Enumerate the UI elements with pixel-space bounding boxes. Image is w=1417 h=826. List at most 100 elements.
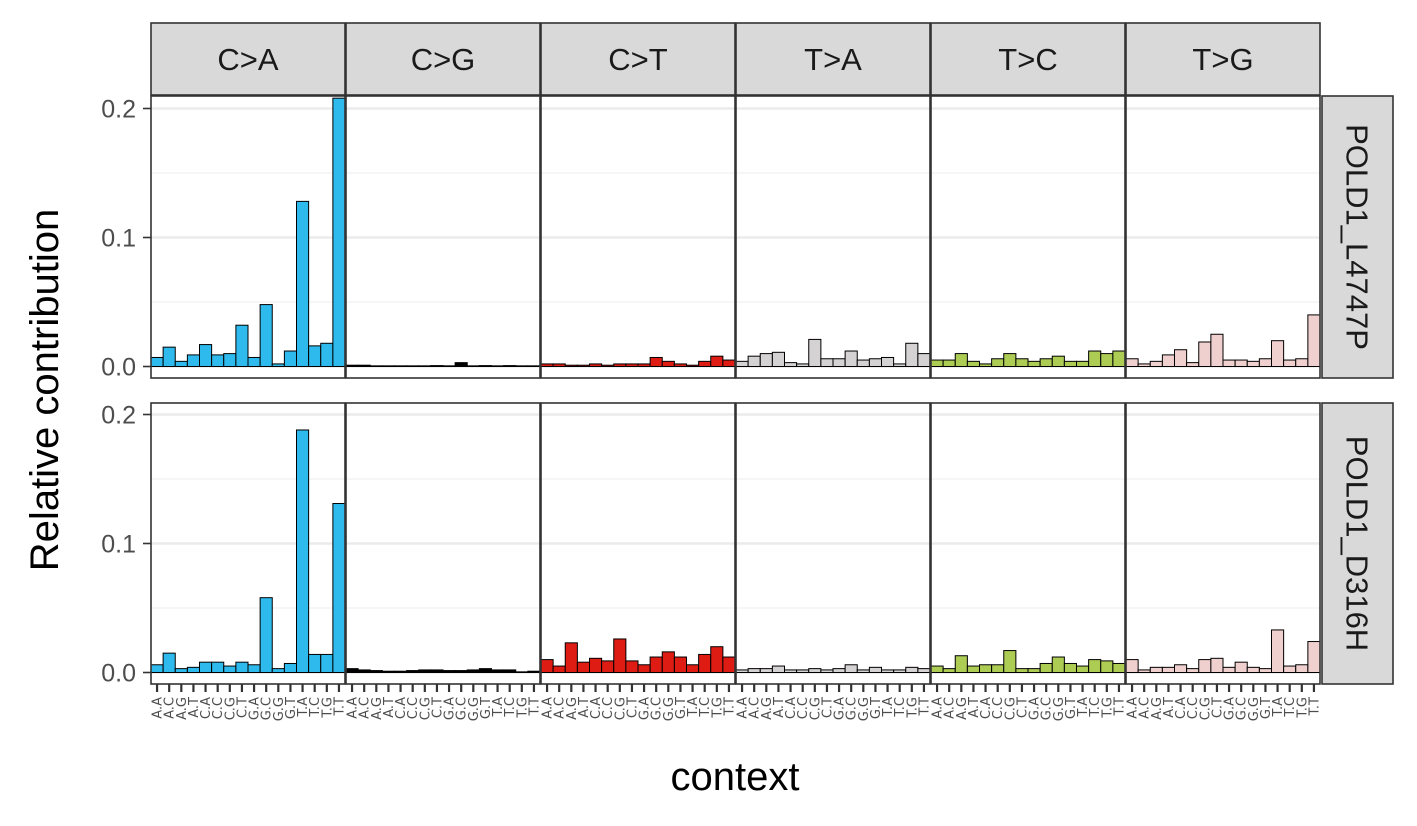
bar-t-to-a-a-c: T>A A.C: 0.008	[747, 355, 761, 367]
panel-border	[540, 402, 736, 685]
bar-c-to-g-t-a: C>G T.A: 0.002	[491, 669, 505, 673]
bar-t-to-a-a-g: T>A A.G: 0.01	[759, 353, 773, 368]
bar-t-to-g-c-a: T>G C.A: 0.006	[1174, 664, 1188, 674]
context-label: A.A	[346, 697, 361, 719]
context-label: G.T	[479, 697, 494, 719]
bar-c-to-t-c-a: C>T C.A: 0.002	[589, 363, 603, 368]
bar-t-to-g-t-g: T>G T.G: 0.006	[1295, 664, 1309, 674]
context-label: G.C	[1235, 697, 1250, 720]
context-label: C.A	[1174, 697, 1189, 719]
x-ticks-c-to-g: A.AA.CA.GA.TC.AC.CC.GC.TG.AG.CG.GG.TT.AT…	[346, 684, 542, 721]
x-axis: A.AA.CA.GA.TC.AC.CC.GC.TG.AG.CG.GG.TT.AT…	[151, 684, 1322, 721]
context-label: A.G	[175, 697, 190, 720]
panel-border	[540, 95, 736, 379]
context-label: A.C	[553, 697, 568, 719]
context-label: A.T	[187, 697, 202, 718]
bar-c-to-a-g-g: C>A G.G: 0.002	[271, 363, 285, 368]
context-label: G.G	[1052, 697, 1067, 721]
bar-t-to-c-t-g: T>C T.G: 0.009	[1100, 660, 1114, 674]
bar-t-to-a-g-g: T>A G.G: 0.002	[856, 669, 870, 673]
context-label: G.A	[833, 697, 848, 720]
context-label: A.T	[382, 697, 397, 718]
y-axis-pold1-l4747p: 0.0 0.1 0.2	[101, 96, 151, 382]
bar-c-to-g-a-t: C>G A.T: 0.001	[381, 670, 395, 674]
bar-c-to-g-c-t: C>G C.T: 0.0007	[430, 365, 444, 367]
bar-c-to-g-t-t: C>G T.T: 0.0005	[527, 365, 541, 368]
bar-t-to-c-g-t: T>C G.T: 0.007	[1063, 662, 1077, 673]
strip-box	[1125, 22, 1321, 96]
context-label: T.T	[527, 697, 542, 717]
panel-border	[345, 95, 541, 379]
bar-t-to-c-t-c: T>C T.C: 0.01	[1088, 659, 1102, 673]
bar-c-to-g-g-g: C>G G.G: 0.002	[466, 669, 480, 673]
bar-t-to-c-c-c: T>C C.C: 0.006	[991, 664, 1005, 674]
context-label: A.G	[1150, 697, 1165, 720]
panel-pold1-d316h-c-to-a: C>A A.A: 0.006C>A A.C: 0.015C>A A.G: 0.0…	[150, 402, 346, 685]
strip-t-to-a: T>A	[735, 22, 931, 96]
bar-t-to-a-c-t: T>A C.T: 0.006	[820, 358, 834, 368]
context-label: T.C	[1283, 697, 1298, 718]
bar-c-to-t-g-g: C>T G.G: 0.004	[661, 360, 675, 367]
bar-c-to-g-c-a: C>G C.A: 0.0005	[394, 365, 408, 368]
bar-c-to-t-t-t: C>T T.T: 0.005	[722, 359, 736, 367]
context-label: T.A	[296, 697, 311, 718]
bar-t-to-c-g-a: T>C G.A: 0.004	[1027, 360, 1041, 367]
context-label: A.G	[760, 697, 775, 720]
context-label: G.A	[1223, 697, 1238, 720]
strip-box	[1321, 402, 1394, 685]
context-label: T.A	[881, 697, 896, 718]
bar-c-to-g-g-g: C>G G.G: 0.0005	[466, 365, 480, 368]
panel-border	[930, 95, 1126, 379]
context-label: C.G	[613, 697, 628, 720]
context-label: C.G	[808, 697, 823, 720]
panel-pold1-d316h-c-to-g: C>G A.A: 0.003C>G A.C: 0.002C>G A.G: 0.0…	[345, 402, 541, 685]
bar-t-to-a-t-t: T>A T.T: 0.01	[917, 353, 931, 368]
x-ticks-t-to-c: A.AA.CA.GA.TC.AC.CC.GC.TG.AG.CG.GG.TT.AT…	[931, 684, 1127, 721]
strip-c-to-g: C>G	[345, 22, 541, 96]
bar-c-to-g-c-g: C>G C.G: 0.002	[418, 669, 432, 673]
strip-label: C>G	[411, 42, 476, 77]
context-label: C.T	[235, 697, 250, 718]
bar-t-to-g-t-a: T>G T.A: 0.02	[1271, 340, 1285, 368]
bar-t-to-a-t-g: T>A T.G: 0.004	[905, 666, 919, 674]
bar-t-to-c-c-t: T>C C.T: 0.003	[1015, 668, 1029, 674]
context-label: T.C	[1088, 697, 1103, 718]
context-label: A.T	[1162, 697, 1177, 718]
bar-c-to-a-a-a: C>A A.A: 0.007	[150, 356, 164, 368]
bar-c-to-t-a-g: C>T A.G: 0.023	[564, 642, 578, 674]
bar-c-to-g-a-c: C>G A.C: 0.002	[357, 669, 371, 673]
context-label: G.T	[674, 697, 689, 719]
bar-c-to-t-t-c: C>T T.C: 0.014	[698, 653, 712, 674]
bar-t-to-c-g-c: T>C G.C: 0.007	[1039, 662, 1053, 673]
context-label: G.A	[443, 697, 458, 720]
bar-c-to-t-c-g: C>T C.G: 0.026	[613, 638, 627, 674]
strip-box	[150, 22, 346, 96]
bar-c-to-t-g-g: C>T G.G: 0.016	[661, 651, 675, 673]
context-label: C.C	[406, 697, 421, 719]
panel-border	[1125, 402, 1321, 685]
x-axis-title: context	[671, 755, 800, 799]
bar-t-to-a-g-g: T>A G.G: 0.005	[856, 359, 870, 367]
context-label: C.C	[1186, 697, 1201, 719]
bar-t-to-g-g-c: T>G G.C: 0.008	[1234, 661, 1248, 673]
bar-t-to-c-a-a: T>C A.A: 0.005	[930, 665, 944, 673]
bar-t-to-a-a-a: T>A A.A: 0.002	[735, 669, 749, 673]
bar-c-to-g-g-a: C>G G.A: 0.0015	[442, 670, 456, 674]
y-axis-pold1-d316h: 0.0 0.1 0.2	[101, 402, 151, 688]
bar-t-to-c-a-t: T>C A.T: 0.005	[966, 665, 980, 673]
context-label: T.G	[1295, 697, 1310, 719]
context-label: T.C	[698, 697, 713, 718]
y-tick-label: 0.0	[101, 660, 136, 688]
bar-c-to-t-a-a: C>T A.A: 0.01	[540, 659, 554, 673]
bar-t-to-g-a-t: T>G A.T: 0.004	[1161, 666, 1175, 674]
strip-label: T>C	[998, 42, 1057, 77]
context-label: A.C	[1138, 697, 1153, 719]
bar-c-to-g-a-a: C>G A.A: 0.001	[345, 364, 359, 367]
strip-label: T>G	[1192, 42, 1253, 77]
bar-c-to-t-c-a: C>T C.A: 0.011	[589, 657, 603, 673]
strip-label: C>T	[608, 42, 667, 77]
strip-pold1-l4747p: POLD1_L4747P	[1321, 95, 1394, 379]
bar-c-to-t-t-a: C>T T.A: 0.001	[686, 364, 700, 367]
context-label: C.A	[589, 697, 604, 719]
